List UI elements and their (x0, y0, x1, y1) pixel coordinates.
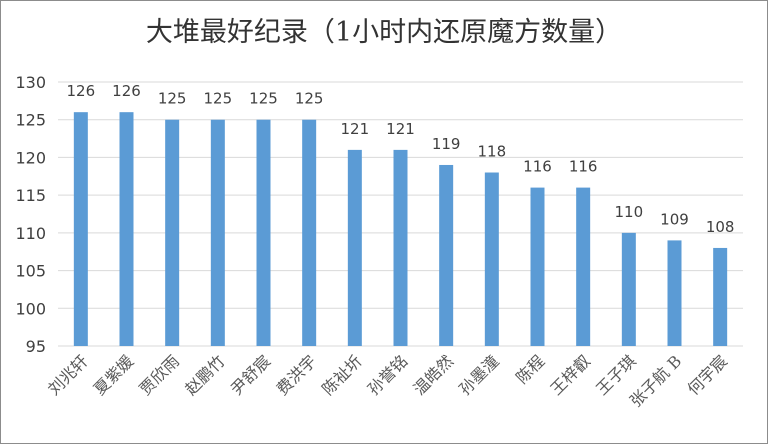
x-tick-label: 刘兆轩 (44, 351, 91, 398)
x-tick-label: 王梓叡 (547, 351, 594, 398)
data-label: 121 (341, 120, 370, 138)
bar (210, 119, 225, 346)
x-tick-label: 何宇宸 (684, 351, 731, 398)
data-label: 125 (204, 90, 233, 108)
data-label: 109 (660, 210, 689, 228)
x-tick-label: 陈祉圻 (318, 351, 365, 398)
bar (713, 247, 728, 346)
bar (73, 112, 88, 347)
y-tick-label: 95 (26, 337, 46, 356)
data-label: 121 (386, 120, 415, 138)
bar (576, 187, 591, 346)
y-tick-label: 130 (15, 73, 46, 92)
bar (393, 149, 408, 346)
y-tick-label: 105 (15, 262, 46, 281)
data-label: 125 (158, 90, 187, 108)
bars (73, 112, 728, 347)
bar (667, 240, 682, 346)
data-label: 126 (67, 82, 96, 100)
x-tick-label: 夏紫媛 (90, 351, 137, 398)
bar (256, 119, 271, 346)
bar (347, 149, 362, 346)
data-label: 125 (295, 90, 324, 108)
data-label: 125 (249, 90, 278, 108)
x-tick-label: 尹舒宸 (227, 351, 274, 398)
data-label: 116 (523, 158, 552, 176)
bar (530, 187, 545, 346)
y-tick-label: 115 (15, 186, 46, 205)
data-label: 119 (432, 135, 461, 153)
chart-title: 大堆最好纪录（1小时内还原魔方数量） (146, 17, 622, 48)
data-label: 118 (478, 143, 507, 161)
y-axis-ticks: 95 100 105 110 115 120 125 130 (15, 73, 46, 356)
x-tick-label: 贾欣雨 (136, 351, 183, 398)
y-tick-label: 125 (15, 111, 46, 130)
bar (621, 232, 636, 346)
data-label: 110 (615, 203, 644, 221)
x-tick-label: 孙墨潼 (455, 351, 502, 398)
data-label: 108 (706, 218, 735, 236)
y-tick-label: 100 (15, 299, 46, 318)
bar (119, 112, 134, 347)
data-label: 126 (112, 82, 141, 100)
bar (165, 119, 180, 346)
y-tick-label: 110 (15, 224, 46, 243)
x-tick-label: 孙誉铭 (364, 351, 411, 398)
x-tick-label: 温皓然 (410, 351, 457, 398)
bar (439, 164, 454, 346)
y-tick-label: 120 (15, 148, 46, 167)
x-tick-label: 赵鹏竹 (181, 351, 228, 398)
data-labels: 126 126 125 125 125 125 121 121 119 118 116 116 110 1… (67, 82, 735, 236)
bar (302, 119, 317, 346)
x-tick-label: 费洪宇 (273, 351, 320, 398)
data-label: 116 (569, 158, 598, 176)
x-tick-label: 陈程 (512, 351, 548, 387)
bar (484, 172, 499, 346)
